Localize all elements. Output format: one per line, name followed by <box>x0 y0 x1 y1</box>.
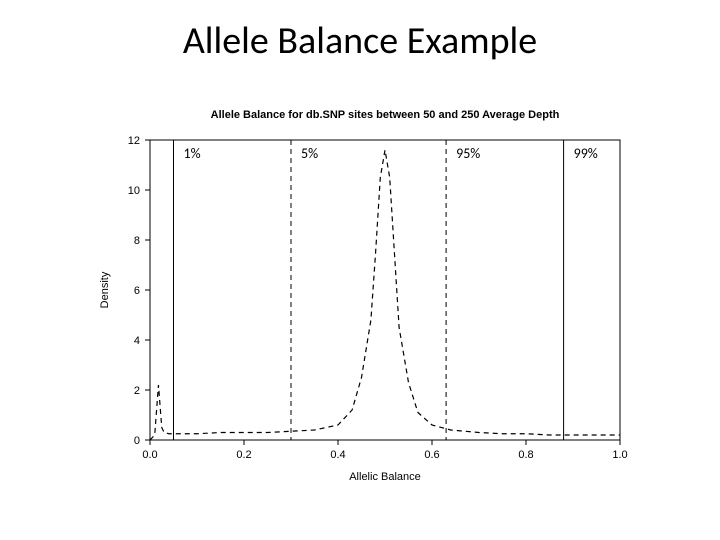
x-tick-label: 0.0 <box>142 449 157 461</box>
slide: Allele Balance Example Allele Balance fo… <box>0 0 720 540</box>
density-chart: Allele Balance for db.SNP sites between … <box>90 100 650 500</box>
density-curve <box>150 150 620 440</box>
y-tick-label: 6 <box>134 285 140 297</box>
y-tick-label: 2 <box>134 385 140 397</box>
y-tick-label: 10 <box>128 185 140 197</box>
x-axis-label: Allelic Balance <box>349 471 421 483</box>
x-tick-label: 0.6 <box>424 449 439 461</box>
percentile-label: 1% <box>184 145 201 162</box>
y-tick-label: 4 <box>134 335 140 347</box>
y-tick-label: 12 <box>128 135 140 147</box>
y-tick-label: 8 <box>134 235 140 247</box>
percentile-label: 95% <box>456 145 480 162</box>
y-axis-label: Density <box>99 271 111 308</box>
x-tick-label: 0.2 <box>236 449 251 461</box>
slide-title: Allele Balance Example <box>0 18 720 64</box>
chart-container: Allele Balance for db.SNP sites between … <box>90 100 650 500</box>
plot-box <box>150 140 620 440</box>
percentile-label: 99% <box>574 145 598 162</box>
x-tick-label: 0.4 <box>330 449 345 461</box>
x-tick-label: 1.0 <box>612 449 627 461</box>
x-tick-label: 0.8 <box>518 449 533 461</box>
y-tick-label: 0 <box>134 435 140 447</box>
percentile-label: 5% <box>301 145 318 162</box>
chart-title: Allele Balance for db.SNP sites between … <box>211 109 560 121</box>
